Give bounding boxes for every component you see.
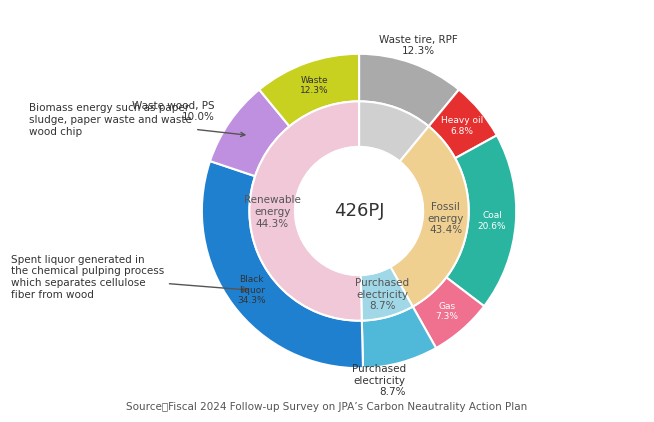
- Wedge shape: [360, 267, 413, 321]
- Text: Biomass energy such as paper
sludge, paper waste and waste
wood chip: Biomass energy such as paper sludge, pap…: [29, 103, 245, 137]
- Text: Coal
20.6%: Coal 20.6%: [478, 211, 506, 230]
- Text: Gas
7.3%: Gas 7.3%: [435, 302, 458, 321]
- Text: Fossil
energy
43.4%: Fossil energy 43.4%: [428, 202, 464, 235]
- Text: Source：Fiscal 2024 Follow-up Survey on JPA’s Carbon Neautrality Action Plan: Source：Fiscal 2024 Follow-up Survey on J…: [126, 403, 528, 412]
- Wedge shape: [259, 54, 359, 126]
- Wedge shape: [428, 89, 497, 158]
- Text: Waste wood, PS
10.0%: Waste wood, PS 10.0%: [131, 100, 215, 122]
- Wedge shape: [210, 89, 290, 176]
- Text: Waste
12.3%: Waste 12.3%: [300, 76, 328, 95]
- Text: Renewable
energy
44.3%: Renewable energy 44.3%: [244, 195, 301, 229]
- Text: Heavy oil
6.8%: Heavy oil 6.8%: [441, 116, 483, 135]
- Wedge shape: [359, 54, 459, 126]
- Wedge shape: [446, 135, 516, 306]
- Circle shape: [295, 147, 423, 275]
- Wedge shape: [362, 306, 436, 368]
- Text: Waste tire, RPF
12.3%: Waste tire, RPF 12.3%: [379, 35, 458, 56]
- Wedge shape: [390, 126, 469, 306]
- Wedge shape: [413, 277, 484, 348]
- Text: Purchased
electricity
8.7%: Purchased electricity 8.7%: [355, 278, 409, 311]
- Wedge shape: [202, 161, 363, 368]
- Text: Spent liquor generated in
the chemical pulping process
which separates cellulose: Spent liquor generated in the chemical p…: [10, 255, 247, 300]
- Text: Black
liquor
34.3%: Black liquor 34.3%: [237, 276, 266, 305]
- Wedge shape: [359, 101, 428, 162]
- Wedge shape: [249, 101, 362, 321]
- Text: Purchased
electricity
8.7%: Purchased electricity 8.7%: [352, 364, 405, 397]
- Text: 426PJ: 426PJ: [334, 202, 385, 220]
